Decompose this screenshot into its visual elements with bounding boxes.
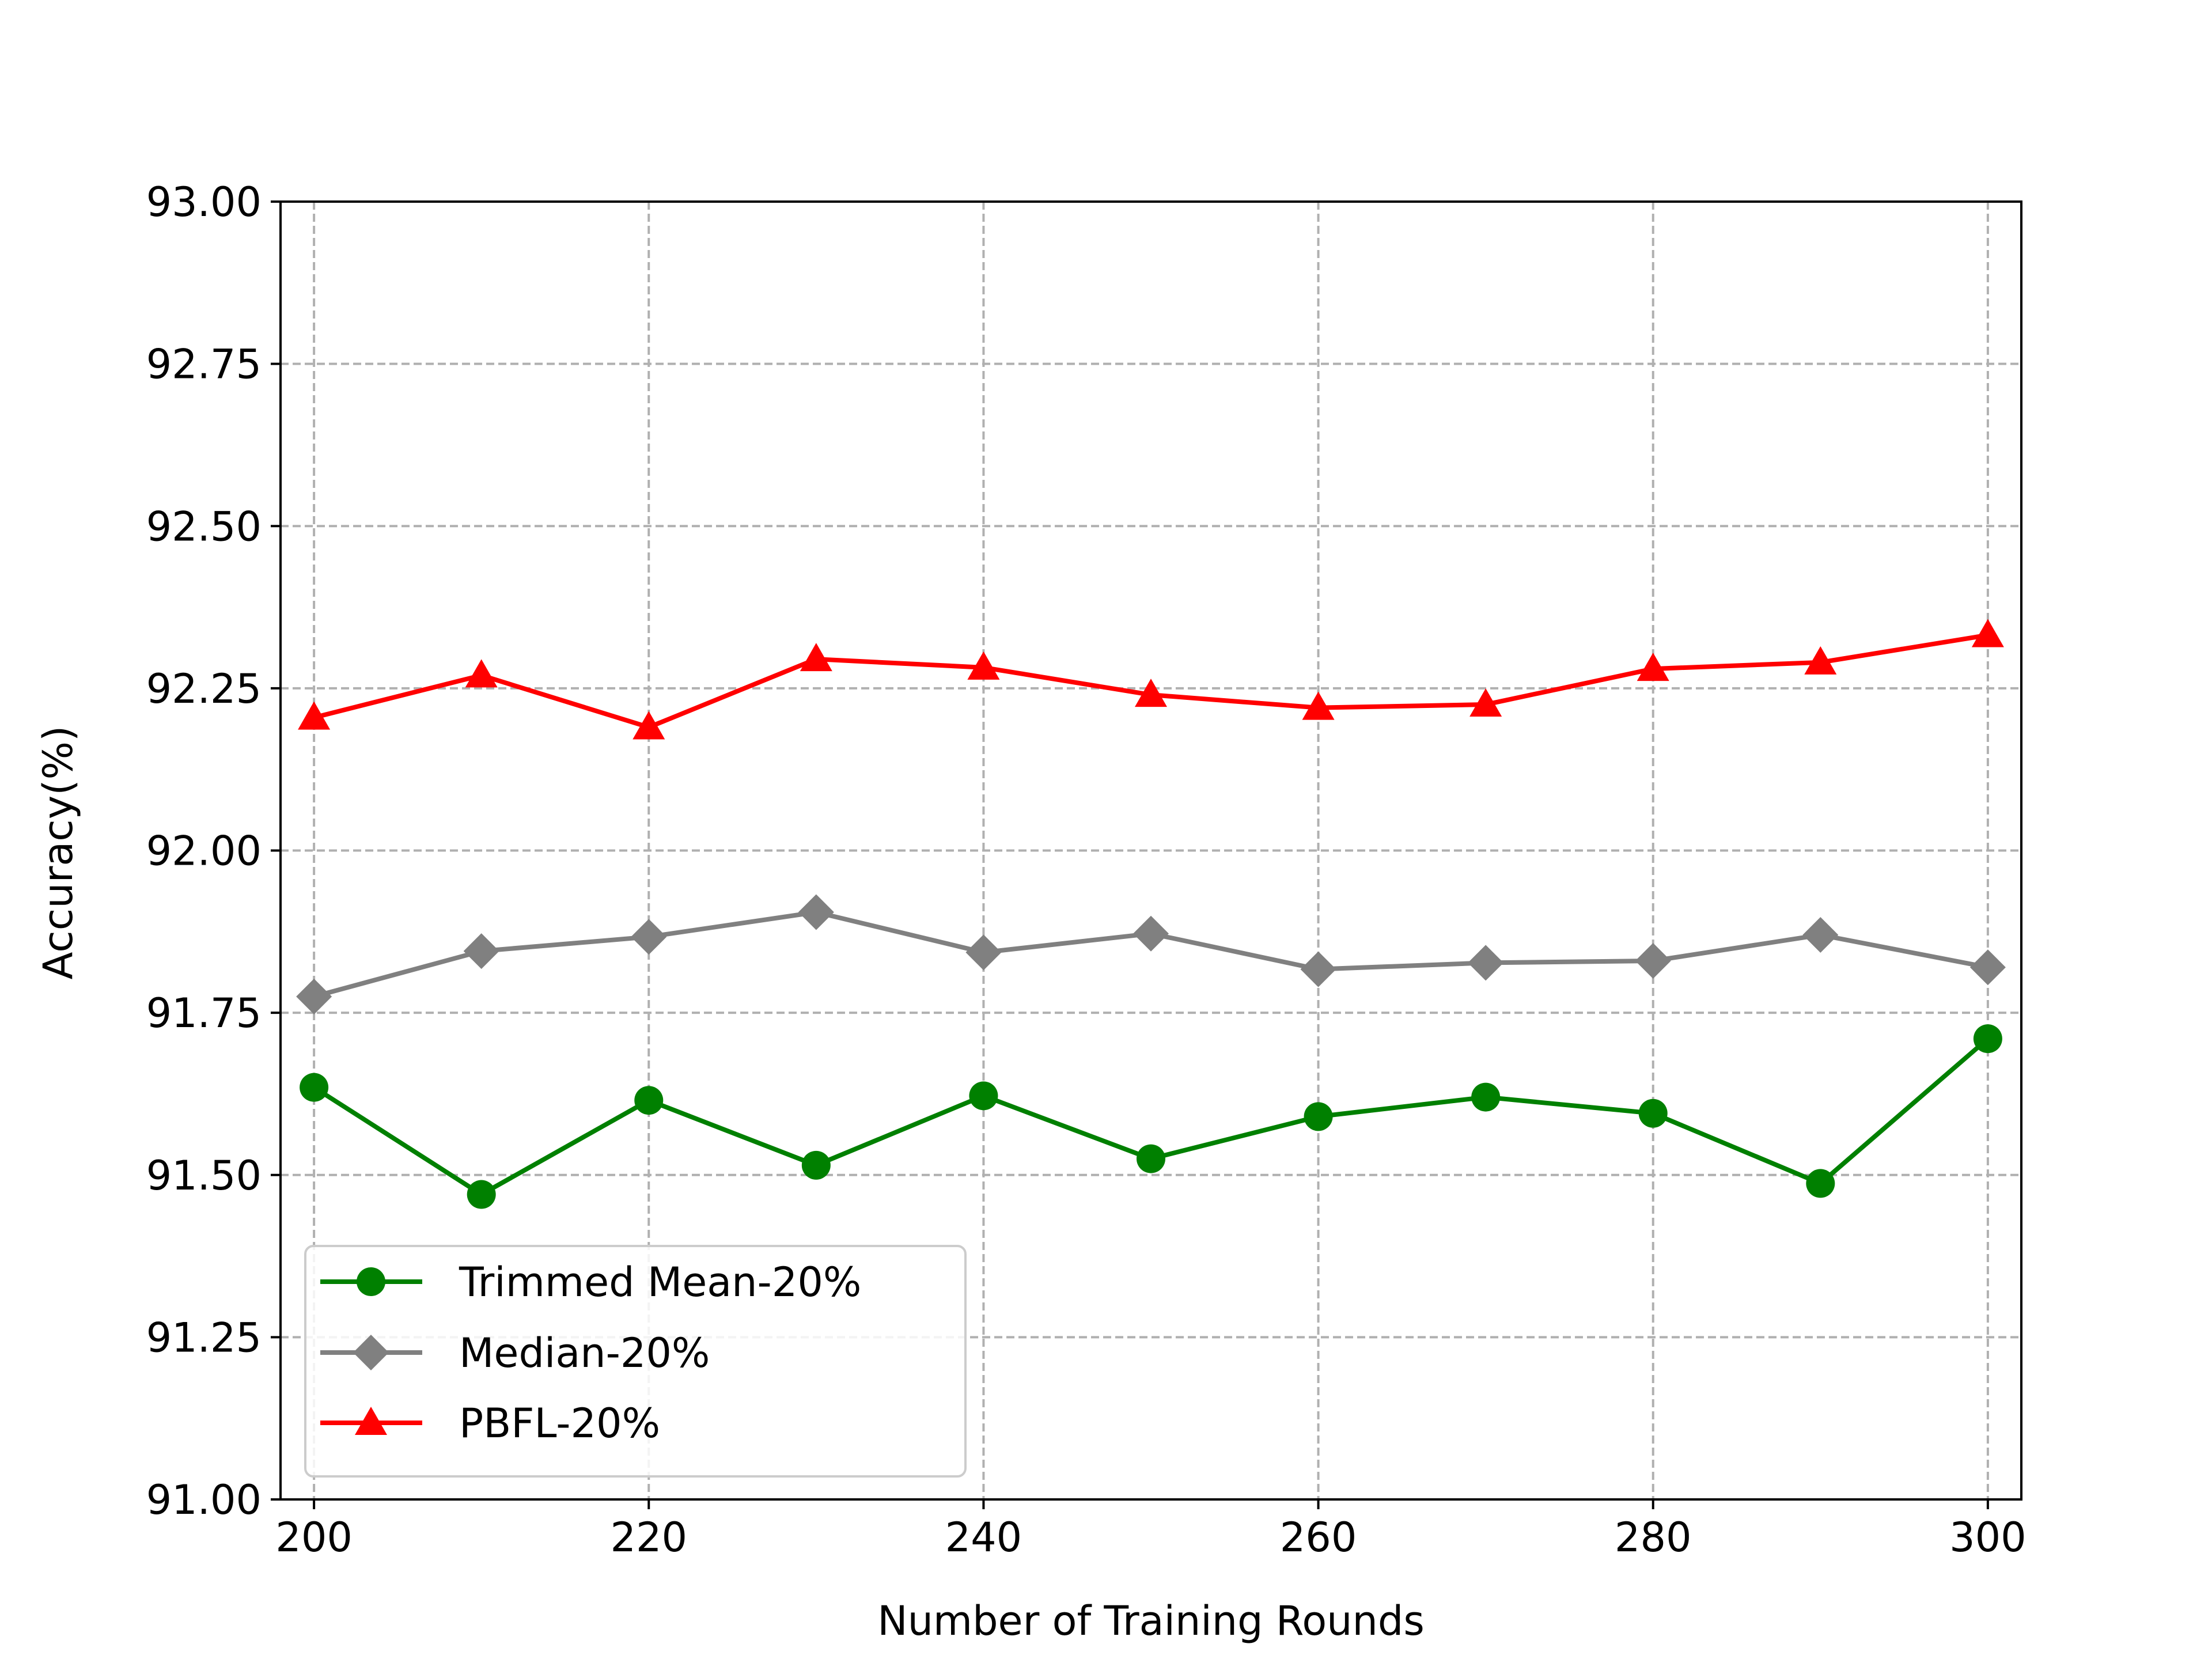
data-point xyxy=(296,978,332,1014)
legend-marker xyxy=(355,1407,387,1435)
y-tick-label: 92.75 xyxy=(146,341,262,388)
series-2 xyxy=(296,894,2006,1014)
y-tick-label: 92.50 xyxy=(146,503,262,550)
data-point xyxy=(1637,653,1669,681)
data-point xyxy=(1969,949,2006,986)
data-point xyxy=(1971,619,2004,647)
data-point xyxy=(463,933,499,969)
y-axis-label: Accuracy(%) xyxy=(35,726,82,980)
y-tick-label: 92.25 xyxy=(146,665,262,713)
data-point xyxy=(1635,943,1671,979)
data-point xyxy=(467,1180,496,1209)
axis-ticks: 200 220 240 260 280 300 91.00 91.25 91.50 91.75 92… xyxy=(146,179,2027,1561)
data-point xyxy=(967,651,1000,680)
data-point xyxy=(798,894,834,930)
legend-label: Trimmed Mean-20% xyxy=(459,1259,861,1306)
y-tick-label: 91.25 xyxy=(146,1314,262,1361)
data-point xyxy=(1135,679,1167,707)
y-tick-label: 93.00 xyxy=(146,179,262,226)
data-point xyxy=(800,643,832,672)
legend-marker xyxy=(353,1335,389,1370)
data-point xyxy=(965,934,1002,971)
data-point xyxy=(801,1150,831,1180)
data-point xyxy=(1133,915,1169,952)
x-axis-label: Number of Training Rounds xyxy=(877,1597,1425,1645)
data-point xyxy=(1638,1099,1668,1128)
legend: Trimmed Mean-20% Median-20% PBFL-20% xyxy=(304,1245,967,1478)
legend-label: Median-20% xyxy=(459,1330,710,1377)
data-point xyxy=(1802,916,1839,953)
x-tick-label: 240 xyxy=(945,1514,1022,1561)
data-point xyxy=(1304,1102,1333,1131)
y-tick-label: 91.75 xyxy=(146,990,262,1037)
series-1 xyxy=(300,1024,2002,1209)
y-tick-label: 92.00 xyxy=(146,828,262,875)
plot-series xyxy=(296,619,2006,1209)
data-point xyxy=(1804,646,1837,675)
data-point xyxy=(1468,945,1504,981)
data-point xyxy=(1973,1024,2002,1054)
data-point xyxy=(1302,691,1335,720)
data-point xyxy=(465,659,498,688)
y-tick-label: 91.50 xyxy=(146,1152,262,1199)
data-point xyxy=(1469,688,1502,717)
x-tick-label: 260 xyxy=(1280,1514,1357,1561)
legend-marker xyxy=(357,1267,385,1296)
data-point xyxy=(969,1081,998,1111)
x-tick-label: 200 xyxy=(275,1514,353,1561)
x-tick-label: 280 xyxy=(1615,1514,1692,1561)
legend-label: PBFL-20% xyxy=(459,1400,660,1447)
data-point xyxy=(298,701,331,730)
series-3 xyxy=(298,619,2004,740)
data-point xyxy=(632,711,665,740)
data-point xyxy=(634,1086,664,1115)
y-tick-label: 91.00 xyxy=(146,1476,262,1524)
data-point xyxy=(1471,1082,1501,1112)
data-point xyxy=(631,919,667,955)
data-point xyxy=(300,1073,329,1102)
data-point xyxy=(1806,1169,1835,1198)
x-tick-label: 220 xyxy=(610,1514,687,1561)
x-tick-label: 300 xyxy=(1949,1514,2027,1561)
data-point xyxy=(1137,1144,1165,1173)
legend-box xyxy=(304,1245,967,1478)
data-point xyxy=(1300,951,1336,987)
